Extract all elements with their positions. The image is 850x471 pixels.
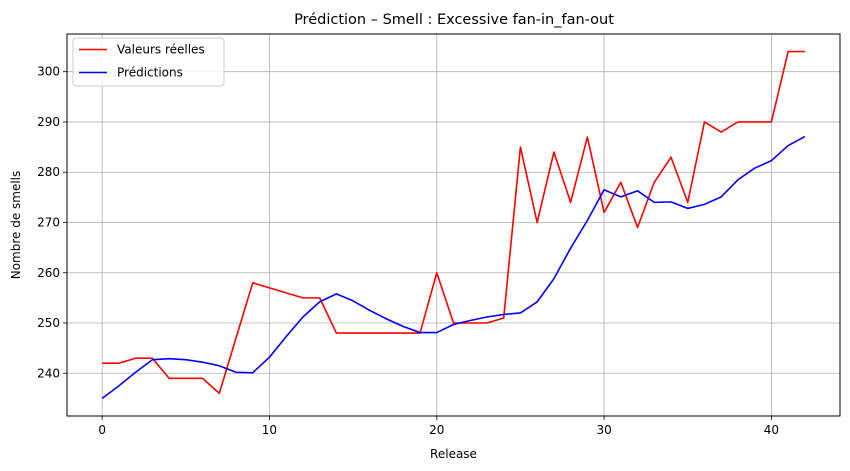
legend-box [72, 37, 225, 87]
x-tick-label: 20 [429, 423, 444, 437]
legend-label-valeurs-reelles: Valeurs réelles [117, 43, 205, 57]
y-tick-label: 280 [37, 165, 60, 179]
legend-label-predictions: Prédictions [117, 66, 183, 80]
grid [67, 34, 840, 416]
series-line-valeurs-reelles [102, 50, 805, 395]
ticks: 0 10 20 30 40 240 250 260 270 280 290 300 [37, 65, 779, 437]
y-tick-label: 290 [37, 115, 60, 129]
legend: Valeurs réelles Prédictions [72, 37, 225, 87]
y-tick-label: 270 [37, 215, 60, 229]
series-line-predictions [101, 135, 806, 400]
y-tick-label: 250 [37, 316, 60, 330]
x-axis-label: Release [430, 447, 477, 461]
y-tick-label: 260 [37, 266, 60, 280]
x-tick-label: 40 [764, 423, 779, 437]
plot-frame [66, 33, 841, 417]
x-tick-label: 30 [596, 423, 611, 437]
x-tick-label: 0 [98, 423, 106, 437]
y-tick-label: 240 [37, 366, 60, 380]
x-tick-label: 10 [262, 423, 277, 437]
chart-title: Prédiction – Smell : Excessive fan-in_fa… [294, 12, 614, 28]
series-layer [101, 50, 806, 400]
y-tick-label: 300 [37, 65, 60, 79]
y-axis-label: Nombre de smells [9, 171, 23, 280]
